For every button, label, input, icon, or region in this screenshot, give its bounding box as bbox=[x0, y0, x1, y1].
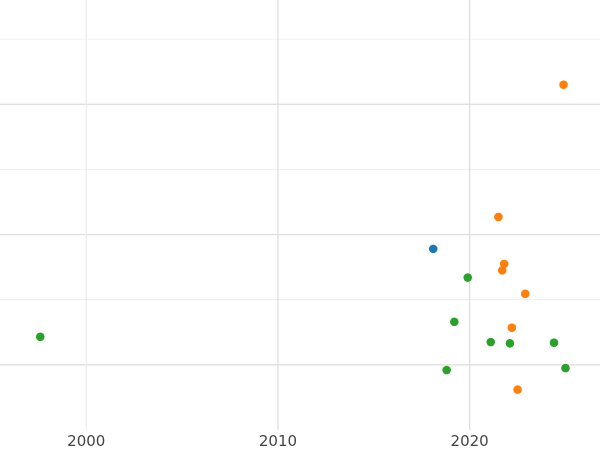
x-axis-ticks: 2000 2010 2020 bbox=[67, 432, 489, 450]
data-point-series-3 bbox=[561, 363, 570, 373]
data-point-series-3 bbox=[35, 332, 45, 342]
x-tick-label: 2000 bbox=[67, 432, 105, 450]
data-points bbox=[35, 80, 570, 394]
data-point-series-3 bbox=[463, 273, 473, 282]
data-point-series-2 bbox=[513, 385, 522, 394]
data-point-series-2 bbox=[507, 323, 517, 333]
data-point-series-2 bbox=[559, 80, 568, 89]
data-point-series-3 bbox=[442, 365, 451, 375]
data-point-series-2 bbox=[499, 259, 509, 269]
data-point-series-2 bbox=[494, 212, 503, 222]
data-point-series-3 bbox=[486, 337, 496, 347]
x-tick-label: 2020 bbox=[451, 432, 489, 450]
grid bbox=[0, 0, 600, 430]
x-tick-label: 2010 bbox=[259, 432, 297, 450]
data-point-series-3 bbox=[505, 339, 515, 348]
data-point-series-2 bbox=[520, 289, 530, 299]
data-point-series-2 bbox=[497, 266, 507, 275]
data-point-series-3 bbox=[450, 317, 459, 327]
data-point-series-1 bbox=[428, 244, 438, 254]
data-point-series-3 bbox=[549, 338, 559, 347]
